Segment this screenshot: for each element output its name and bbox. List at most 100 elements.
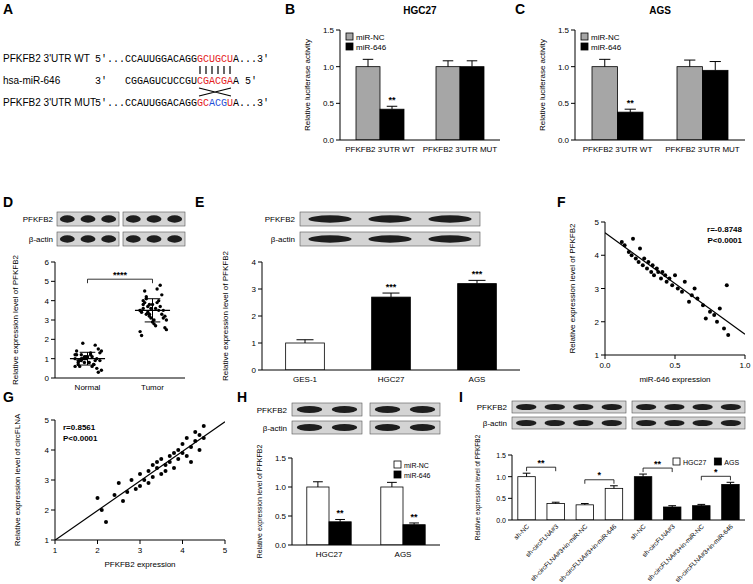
- point: [164, 469, 168, 473]
- x-tick: [140, 540, 141, 544]
- x-axis: [55, 378, 185, 379]
- x-tick-label: AGS: [469, 375, 486, 384]
- bar: [703, 70, 729, 140]
- annotation: r=-0.8748: [707, 225, 742, 234]
- blot-band: [368, 215, 411, 222]
- y-tick-label: 2: [252, 312, 257, 321]
- x-axis-label: miR-646 expression: [639, 375, 710, 384]
- blot-band: [601, 420, 622, 426]
- plot-area: [592, 59, 728, 140]
- blot-band: [308, 215, 351, 222]
- sequence: A...3': [233, 54, 269, 65]
- point: [151, 475, 155, 479]
- annotation: P<0.0001: [63, 434, 98, 443]
- base-pair: [199, 66, 200, 74]
- bar: [403, 525, 425, 545]
- y-tick: [336, 66, 340, 67]
- legend-label: HGC27: [683, 459, 706, 466]
- y-tick: [508, 476, 512, 477]
- legend-swatch: [346, 33, 353, 40]
- point: [189, 460, 193, 464]
- blot: [123, 232, 185, 246]
- y-tick-label: 0.5: [323, 99, 335, 108]
- y-tick: [51, 450, 55, 451]
- point: [683, 280, 687, 284]
- point: [665, 280, 669, 284]
- blot-label: PFKFB2: [265, 215, 296, 224]
- y-tick: [51, 320, 55, 321]
- point: [147, 481, 151, 485]
- y-tick: [601, 321, 605, 322]
- blot-band: [664, 420, 684, 426]
- point: [722, 326, 726, 330]
- panel-label: A: [3, 1, 13, 17]
- point: [159, 305, 162, 308]
- point: [718, 306, 722, 310]
- significance-bracket: [643, 468, 672, 472]
- y-tick: [571, 66, 575, 67]
- point: [704, 316, 708, 320]
- x-axis: [512, 520, 745, 521]
- significance: **: [538, 458, 546, 468]
- y-tick-label: 3: [252, 285, 257, 294]
- point: [638, 247, 642, 251]
- point: [687, 300, 691, 304]
- blot-label: β-actin: [29, 235, 53, 244]
- sequence: 5'...CCAUUGGACAGG: [95, 98, 197, 109]
- sequence-label: hsa-miR-646: [3, 75, 61, 86]
- x-tick: [225, 540, 226, 544]
- error-bar: [467, 61, 478, 67]
- blot-band: [126, 235, 141, 242]
- x-tick-label: PFKFB2 3'UTR MUT: [665, 145, 740, 154]
- point: [645, 267, 649, 271]
- blot-band: [721, 420, 741, 426]
- base-pair: [205, 66, 206, 74]
- base-pair: [229, 66, 230, 74]
- bar: [286, 343, 325, 370]
- error-bar: [313, 482, 323, 487]
- point: [159, 457, 163, 461]
- y-tick: [51, 540, 55, 541]
- y-axis-label: Relative expression level of PFKFB2: [474, 434, 482, 540]
- y-tick: [571, 30, 575, 31]
- annotation: P<0.0001: [708, 236, 743, 245]
- blot-band: [375, 424, 400, 431]
- y-tick-label: 3: [45, 316, 50, 325]
- significance-bracket: [88, 279, 153, 283]
- blot-band: [308, 235, 351, 242]
- title: AGS: [649, 5, 671, 16]
- y-tick-label: 3: [595, 285, 600, 294]
- significance: **: [411, 512, 419, 522]
- sd-bar: [145, 299, 161, 322]
- bar: [356, 67, 380, 140]
- blot-band: [81, 235, 96, 242]
- y-tick-label: 0.0: [275, 541, 287, 550]
- y-axis-label: Relative expression level of PFKFB2: [568, 223, 577, 353]
- blot-label: β-actin: [263, 424, 287, 433]
- bar: [372, 297, 411, 370]
- y-tick-label: 1.5: [323, 26, 335, 35]
- sequence: GCUGCU: [197, 54, 233, 65]
- y-tick-label: 2: [45, 506, 50, 515]
- point: [147, 469, 151, 473]
- plot-area: [286, 280, 497, 370]
- fit-line: [55, 422, 225, 540]
- y-tick: [51, 300, 55, 301]
- x-tick-label: AGS: [395, 550, 412, 559]
- sd-bar: [80, 352, 96, 365]
- legend-swatch: [581, 33, 588, 40]
- point: [172, 466, 176, 470]
- point: [94, 343, 97, 346]
- blot-band: [81, 215, 96, 222]
- y-tick: [258, 343, 262, 344]
- point: [96, 496, 100, 500]
- point: [75, 353, 78, 356]
- blot-band: [297, 424, 322, 431]
- blot-band: [167, 235, 182, 242]
- y-tick-label: 2: [45, 335, 50, 344]
- y-tick: [336, 30, 340, 31]
- x-tick: [745, 355, 746, 359]
- error-bar: [710, 62, 721, 71]
- significance: **: [337, 508, 345, 518]
- error-bar: [668, 506, 676, 507]
